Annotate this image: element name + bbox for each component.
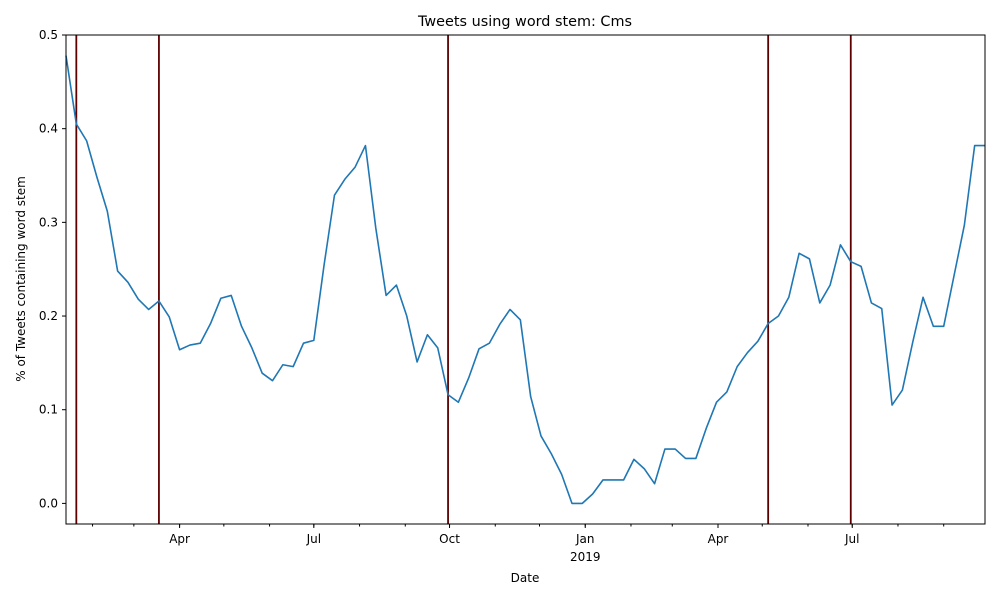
y-tick-label: 0.0 bbox=[39, 496, 58, 510]
y-axis: 0.0 0.1 0.2 0.3 0.4 0.5 bbox=[39, 28, 66, 510]
plot-area-frame bbox=[65, 34, 986, 525]
y-tick-label: 0.5 bbox=[39, 28, 58, 42]
chart-title: Tweets using word stem: Cms bbox=[417, 14, 632, 30]
x-tick-label: Jul bbox=[306, 532, 321, 546]
x-tick-label: Oct bbox=[439, 532, 460, 546]
x-axis-label: Date bbox=[511, 571, 540, 585]
x-tick-label: Jul bbox=[844, 532, 859, 546]
y-tick-label: 0.1 bbox=[39, 403, 58, 417]
y-axis-label: % of Tweets containing word stem bbox=[14, 176, 28, 382]
y-tick-label: 0.2 bbox=[39, 309, 58, 323]
x-tick-year-label: 2019 bbox=[570, 550, 601, 564]
x-tick-label: Apr bbox=[708, 532, 729, 546]
y-tick-label: 0.4 bbox=[39, 122, 58, 136]
series-line bbox=[65, 55, 985, 505]
reference-lines bbox=[75, 35, 852, 524]
x-tick-label: Apr bbox=[169, 532, 190, 546]
y-tick-label: 0.3 bbox=[39, 215, 58, 229]
x-tick-label: Jan bbox=[575, 532, 595, 546]
x-axis: Apr Jul Oct Jan 2019 Apr Jul bbox=[92, 524, 945, 564]
